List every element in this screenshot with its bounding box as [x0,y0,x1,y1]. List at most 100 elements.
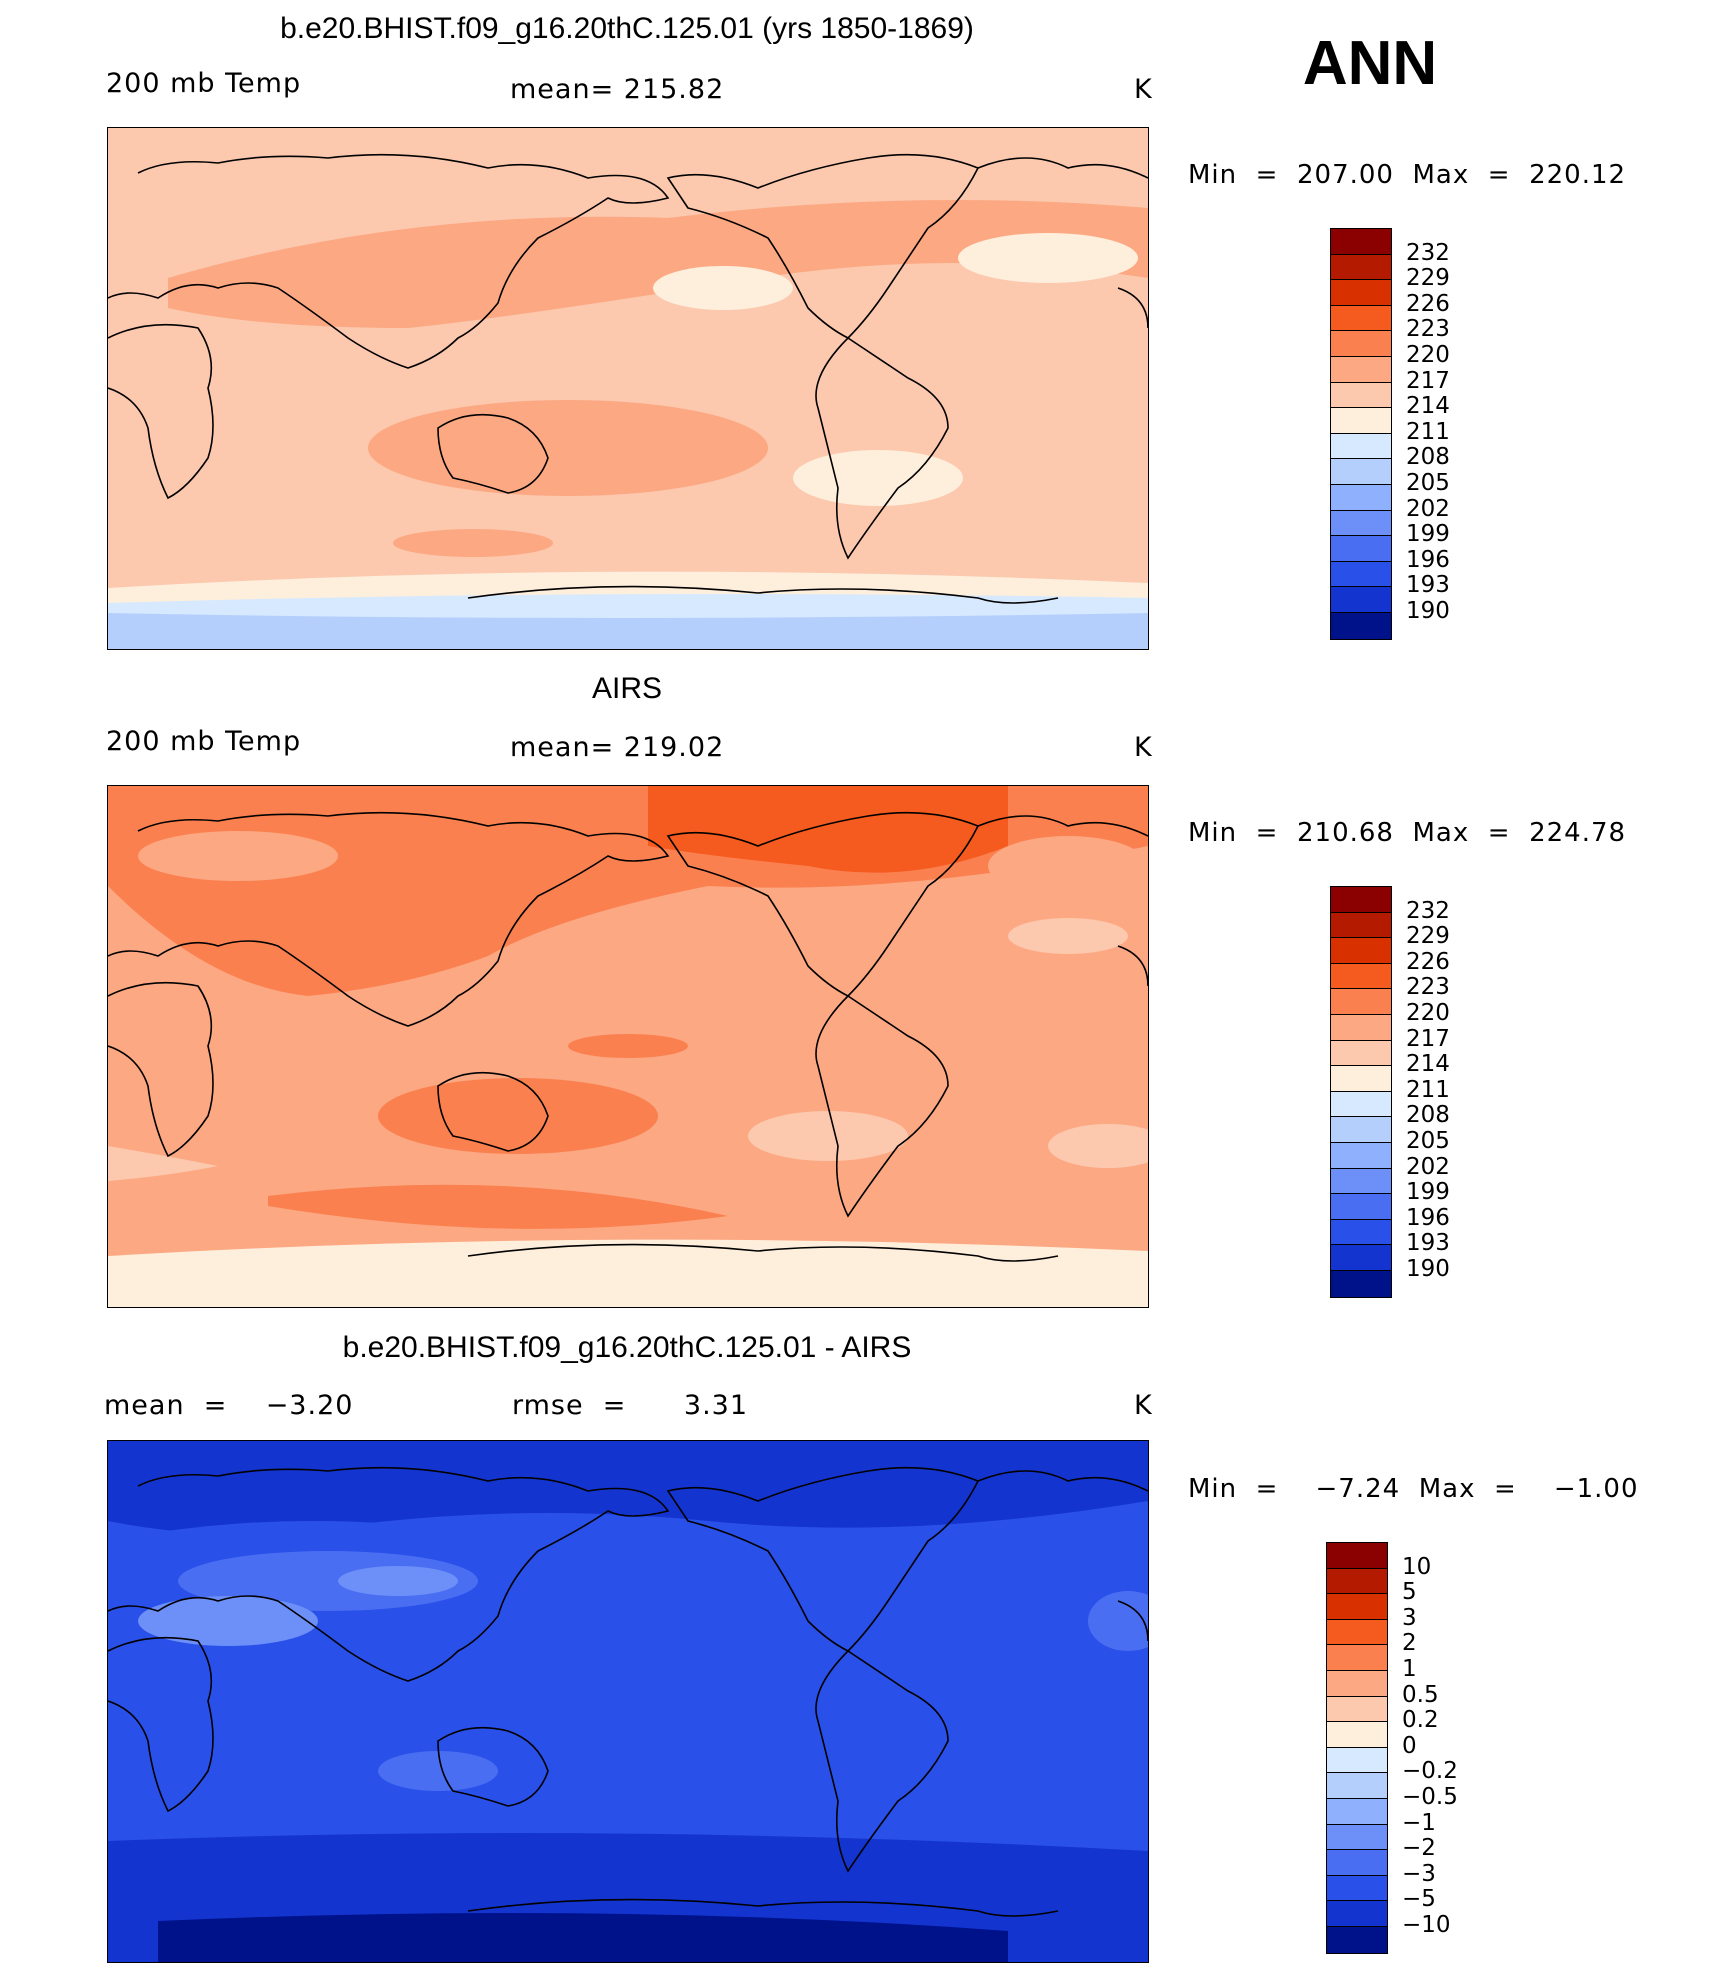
colorbar-tick-label: 211 [1406,1076,1450,1103]
panel3-band-light-2 [138,1596,318,1646]
panel2-band-hot-arctic [648,786,1008,873]
colorbar-swatch [1331,356,1391,383]
panel3-colorbar-box [1326,1542,1388,1954]
panel3-band-antarctic [158,1913,1008,1962]
colorbar-swatch [1327,1568,1387,1595]
colorbar-swatch [1331,484,1391,511]
colorbar-swatch [1331,587,1391,613]
colorbar-swatch [1331,229,1391,255]
colorbar-tick-label: 208 [1406,444,1450,471]
colorbar-swatch [1327,1747,1387,1774]
panel2-units-label: K [1134,732,1153,763]
colorbar-swatch [1331,989,1391,1015]
colorbar-swatch [1331,280,1391,306]
colorbar-tick-label: 1 [1402,1656,1417,1682]
colorbar-swatch [1331,1066,1391,1092]
colorbar-swatch [1331,331,1391,357]
colorbar-tick-label: 226 [1406,948,1450,975]
colorbar-swatch [1331,561,1391,588]
panel2-band-cool-2 [988,836,1148,896]
colorbar-swatch [1331,612,1391,639]
colorbar-swatch [1331,536,1391,562]
colorbar-swatch [1331,887,1391,913]
colorbar-tick-label: −2 [1402,1835,1436,1862]
panel3-title: b.e20.BHIST.f09_g16.20thC.125.01 - AIRS [342,1331,912,1364]
colorbar-swatch [1331,305,1391,332]
panel2-title: AIRS [591,672,663,705]
colorbar-swatch [1331,510,1391,537]
panel2-mean-label: mean= 219.02 [510,732,725,763]
panel1-units-label: K [1134,74,1153,105]
colorbar-tick-label: 199 [1406,521,1450,548]
panel2-band-cool-west [108,1146,218,1181]
panel1-title: b.e20.BHIST.f09_g16.20thC.125.01 (yrs 18… [280,12,974,45]
panel1-band-cool-southpac [793,450,963,506]
colorbar-tick-label: 208 [1406,1102,1450,1129]
panel1-map [107,127,1149,650]
colorbar-tick-label: 2 [1402,1630,1417,1657]
colorbar-swatch [1331,459,1391,485]
colorbar-swatch [1327,1543,1387,1569]
panel1-band-warm-south [393,529,553,557]
colorbar-tick-label: 199 [1406,1179,1450,1206]
colorbar-swatch [1331,912,1391,939]
panel3-minmax: Min = −7.24 Max = −1.00 [1188,1474,1639,1504]
colorbar-tick-label: 229 [1406,265,1450,292]
panel3-coastlines [108,1466,1148,1917]
colorbar-tick-label: 0.2 [1402,1707,1439,1734]
panel2-band-cool-chile [1048,1124,1148,1168]
colorbar-tick-label: −5 [1402,1886,1436,1913]
colorbar-tick-label: −10 [1402,1912,1451,1938]
panel3-band-north [108,1441,1148,1535]
panel2-field-label: 200 mb Temp [106,726,302,757]
colorbar-swatch [1331,938,1391,964]
colorbar-tick-label: 10 [1402,1553,1432,1580]
colorbar-swatch [1331,1117,1391,1143]
colorbar-swatch [1327,1850,1387,1876]
colorbar-swatch [1331,382,1391,409]
panel3-band-light-4 [1088,1591,1148,1651]
colorbar-swatch [1327,1875,1387,1902]
colorbar-tick-label: 193 [1406,1230,1450,1257]
panel3-units-label: K [1134,1390,1153,1421]
panel3-mean-label: mean = −3.20 [104,1390,354,1421]
colorbar-tick-label: 214 [1406,393,1450,420]
colorbar-swatch [1327,1619,1387,1646]
colorbar-tick-label: 3 [1402,1604,1417,1631]
colorbar-tick-label: 205 [1406,1128,1450,1154]
colorbar-swatch [1331,1014,1391,1041]
colorbar-tick-label: 217 [1406,367,1450,394]
colorbar-swatch [1331,433,1391,460]
colorbar-tick-label: −0.2 [1402,1758,1458,1785]
colorbar-tick-label: 0 [1402,1732,1417,1759]
panel2-band-antarctic [108,1239,1148,1307]
colorbar-tick-label: 193 [1406,572,1450,599]
colorbar-tick-label: 202 [1406,1153,1450,1180]
colorbar-swatch [1331,1270,1391,1297]
panel2-coastlines [108,811,1148,1262]
colorbar-swatch [1327,1722,1387,1748]
colorbar-tick-label: 5 [1402,1579,1417,1606]
colorbar-swatch [1327,1901,1387,1927]
colorbar-swatch [1331,1245,1391,1271]
panel3-rmse-label: rmse = 3.31 [512,1390,749,1421]
panel1-minmax: Min = 207.00 Max = 220.12 [1188,160,1627,190]
colorbar-swatch [1327,1594,1387,1620]
colorbar-swatch [1327,1670,1387,1697]
panel1-coastlines [108,153,1148,604]
colorbar-tick-label: 220 [1406,1000,1450,1026]
colorbar-swatch [1327,1824,1387,1851]
colorbar-tick-label: 226 [1406,290,1450,317]
colorbar-tick-label: 196 [1406,1204,1450,1231]
panel3-band-light-aus [378,1751,498,1791]
panel1-colorbar-box [1330,228,1392,640]
colorbar-tick-label: 190 [1406,598,1450,624]
colorbar-swatch [1331,1142,1391,1169]
colorbar-tick-label: 232 [1406,897,1450,924]
panel2-band-cool-3 [1008,918,1128,954]
colorbar-tick-label: 211 [1406,418,1450,445]
panel1-band-cool-pacific [653,266,793,310]
panel2-colorbar-box [1330,886,1392,1298]
colorbar-tick-label: 229 [1406,923,1450,950]
colorbar-tick-label: 223 [1406,974,1450,1001]
